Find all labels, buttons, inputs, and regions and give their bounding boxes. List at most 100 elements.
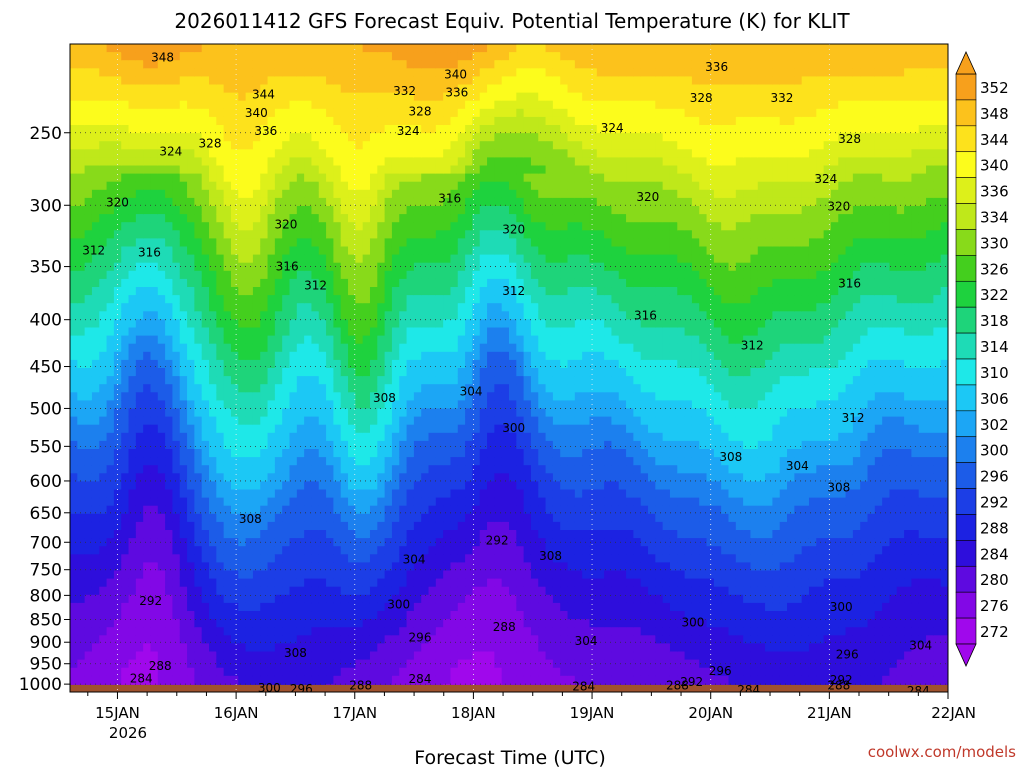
heatmap-cell: [494, 319, 503, 329]
heatmap-cell: [135, 116, 144, 126]
heatmap-cell: [77, 181, 86, 191]
heatmap-cell: [77, 432, 86, 442]
heatmap-cell: [172, 400, 181, 410]
heatmap-cell: [450, 586, 459, 596]
heatmap-cell: [348, 578, 356, 588]
heatmap-cell: [311, 278, 320, 288]
heatmap-cell: [91, 627, 100, 636]
heatmap-cell: [421, 586, 430, 596]
heatmap-cell: [216, 141, 225, 150]
heatmap-cell: [406, 505, 415, 515]
heatmap-cell: [70, 351, 78, 361]
heatmap-cell: [187, 335, 195, 345]
heatmap-cell: [289, 68, 298, 77]
heatmap-cell: [435, 44, 444, 53]
heatmap-cell: [362, 165, 371, 175]
heatmap-cell: [311, 100, 320, 110]
heatmap-cell: [106, 384, 115, 393]
heatmap-cell: [216, 408, 225, 418]
heatmap-cell: [113, 489, 122, 499]
heatmap-cell: [326, 675, 334, 685]
heatmap-cell: [70, 586, 78, 596]
heatmap-cell: [487, 602, 495, 612]
heatmap-cell: [421, 108, 430, 118]
heatmap-cell: [340, 189, 349, 199]
heatmap-cell: [238, 440, 247, 450]
heatmap-cell: [128, 611, 137, 620]
heatmap-cell: [77, 392, 86, 401]
heatmap-cell: [443, 432, 452, 442]
heatmap-cell: [348, 157, 356, 167]
heatmap-cell: [399, 214, 408, 223]
heatmap-cell: [377, 287, 386, 296]
heatmap-cell: [84, 424, 93, 434]
heatmap-cell: [443, 594, 452, 604]
heatmap-cell: [165, 108, 174, 118]
heatmap-cell: [128, 546, 137, 555]
heatmap-cell: [245, 287, 254, 296]
heatmap-cell: [333, 457, 342, 466]
heatmap-cell: [435, 489, 444, 499]
heatmap-cell: [318, 319, 327, 329]
heatmap-cell: [77, 173, 86, 183]
heatmap-cell: [377, 643, 386, 653]
heatmap-cell: [472, 214, 481, 223]
heatmap-cell: [406, 562, 415, 572]
heatmap-cell: [157, 659, 166, 669]
heatmap-cell: [252, 497, 261, 507]
heatmap-cell: [340, 287, 349, 296]
heatmap-cell: [406, 667, 415, 677]
heatmap-cell: [457, 619, 466, 628]
heatmap-cell: [267, 667, 276, 677]
heatmap-cell: [311, 384, 320, 393]
heatmap-cell: [274, 311, 283, 320]
heatmap-cell: [501, 254, 510, 264]
heatmap-cell: [267, 400, 276, 410]
heatmap-cell: [194, 497, 203, 507]
heatmap-cell: [509, 60, 517, 69]
heatmap-cell: [179, 562, 188, 572]
heatmap-cell: [194, 92, 203, 102]
heatmap-cell: [121, 92, 130, 102]
heatmap-cell: [384, 659, 393, 669]
heatmap-cell: [194, 173, 203, 183]
heatmap-cell: [435, 157, 444, 167]
heatmap-cell: [304, 667, 313, 677]
heatmap-cell: [165, 416, 174, 426]
heatmap-cell: [179, 505, 188, 515]
heatmap-cell: [435, 449, 444, 458]
heatmap-cell: [274, 392, 283, 401]
heatmap-cell: [274, 627, 283, 636]
heatmap-cell: [399, 125, 408, 134]
heatmap-cell: [523, 44, 532, 53]
heatmap-cell: [113, 635, 122, 644]
heatmap-cell: [399, 659, 408, 669]
heatmap-cell: [311, 262, 320, 272]
heatmap-cell: [326, 327, 334, 337]
heatmap-cell: [494, 335, 503, 345]
heatmap-cell: [143, 335, 152, 345]
heatmap-cell: [487, 173, 495, 183]
heatmap-cell: [348, 465, 356, 474]
heatmap-cell: [304, 335, 313, 345]
heatmap-cell: [70, 197, 78, 207]
heatmap-cell: [143, 165, 152, 175]
heatmap-cell: [113, 465, 122, 474]
heatmap-cell: [516, 100, 525, 110]
heatmap-cell: [340, 335, 349, 345]
heatmap-cell: [457, 651, 466, 661]
heatmap-cell: [487, 319, 495, 329]
heatmap-cell: [421, 546, 430, 555]
heatmap-cell: [179, 60, 188, 69]
heatmap-cell: [179, 68, 188, 77]
heatmap-cell: [501, 368, 510, 377]
heatmap-cell: [157, 408, 166, 418]
heatmap-cell: [384, 513, 393, 523]
heatmap-cell: [165, 173, 174, 183]
heatmap-cell: [318, 335, 327, 345]
heatmap-cell: [311, 303, 320, 312]
heatmap-cell: [121, 449, 130, 458]
heatmap-cell: [143, 602, 152, 612]
heatmap-cell: [435, 311, 444, 320]
heatmap-cell: [479, 157, 488, 167]
